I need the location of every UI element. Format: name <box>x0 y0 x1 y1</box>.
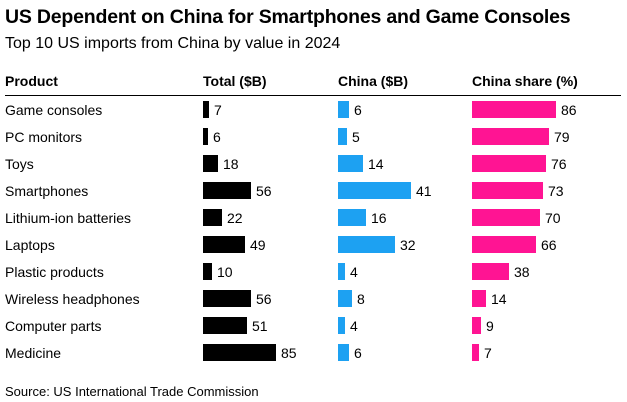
share-value-label: 14 <box>491 291 507 307</box>
china-bar <box>338 128 347 145</box>
total-value-label: 51 <box>252 318 268 334</box>
china-bar <box>338 344 349 361</box>
china-value-label: 41 <box>416 183 432 199</box>
share-value-label: 7 <box>484 345 492 361</box>
product-label: Medicine <box>5 345 62 361</box>
china-value-label: 4 <box>350 318 358 334</box>
share-bar <box>472 128 549 145</box>
header-product: Product <box>5 73 58 89</box>
product-label: Toys <box>5 156 34 172</box>
chart-subtitle: Top 10 US imports from China by value in… <box>5 35 341 52</box>
share-value-label: 66 <box>541 237 557 253</box>
total-bar <box>203 290 251 307</box>
product-label: Game consoles <box>5 102 103 118</box>
china-bar <box>338 236 395 253</box>
total-value-label: 6 <box>213 129 221 145</box>
product-label: Computer parts <box>5 318 102 334</box>
share-bar <box>472 290 486 307</box>
total-value-label: 56 <box>256 291 272 307</box>
total-bar <box>203 209 222 226</box>
product-label: Laptops <box>5 237 55 253</box>
total-bar <box>203 155 218 172</box>
share-bar <box>472 209 540 226</box>
china-value-label: 14 <box>368 156 384 172</box>
china-value-label: 8 <box>357 291 365 307</box>
total-value-label: 49 <box>250 237 266 253</box>
total-value-label: 7 <box>214 102 222 118</box>
share-bar <box>472 317 481 334</box>
product-label: Wireless headphones <box>5 291 140 307</box>
product-label: PC monitors <box>5 129 83 145</box>
share-value-label: 86 <box>561 102 577 118</box>
china-value-label: 32 <box>400 237 416 253</box>
china-value-label: 6 <box>354 345 362 361</box>
china-value-label: 6 <box>354 102 362 118</box>
share-value-label: 70 <box>545 210 561 226</box>
total-bar <box>203 182 251 199</box>
total-bar <box>203 236 245 253</box>
total-bar <box>203 344 276 361</box>
share-value-label: 38 <box>514 264 530 280</box>
share-bar <box>472 155 546 172</box>
share-value-label: 73 <box>548 183 564 199</box>
product-label: Lithium-ion batteries <box>5 210 132 226</box>
share-value-label: 9 <box>486 318 494 334</box>
source-note: Source: US International Trade Commissio… <box>5 384 259 399</box>
total-bar <box>203 317 247 334</box>
china-bar <box>338 155 363 172</box>
china-bar <box>338 101 349 118</box>
share-bar <box>472 344 479 361</box>
share-value-label: 76 <box>551 156 567 172</box>
china-bar <box>338 209 366 226</box>
header-rule <box>5 95 621 96</box>
china-bar <box>338 290 352 307</box>
china-value-label: 4 <box>350 264 358 280</box>
total-value-label: 56 <box>256 183 272 199</box>
china-bar <box>338 263 345 280</box>
total-bar <box>203 263 212 280</box>
share-bar <box>472 182 543 199</box>
share-bar <box>472 101 556 118</box>
china-bar <box>338 317 345 334</box>
product-label: Smartphones <box>5 183 89 199</box>
total-bar <box>203 101 209 118</box>
total-value-label: 22 <box>227 210 243 226</box>
share-value-label: 79 <box>554 129 570 145</box>
header-china-share: China share (%) <box>472 73 578 89</box>
china-bar <box>338 182 411 199</box>
total-bar <box>203 128 208 145</box>
share-bar <box>472 263 509 280</box>
product-label: Plastic products <box>5 264 104 280</box>
total-value-label: 85 <box>281 345 297 361</box>
chart-title: US Dependent on China for Smartphones an… <box>5 6 571 28</box>
total-value-label: 18 <box>223 156 239 172</box>
total-value-label: 10 <box>217 264 233 280</box>
china-value-label: 16 <box>371 210 387 226</box>
share-bar <box>472 236 536 253</box>
china-value-label: 5 <box>352 129 360 145</box>
header-total: Total ($B) <box>203 73 267 89</box>
header-china: China ($B) <box>338 73 408 89</box>
